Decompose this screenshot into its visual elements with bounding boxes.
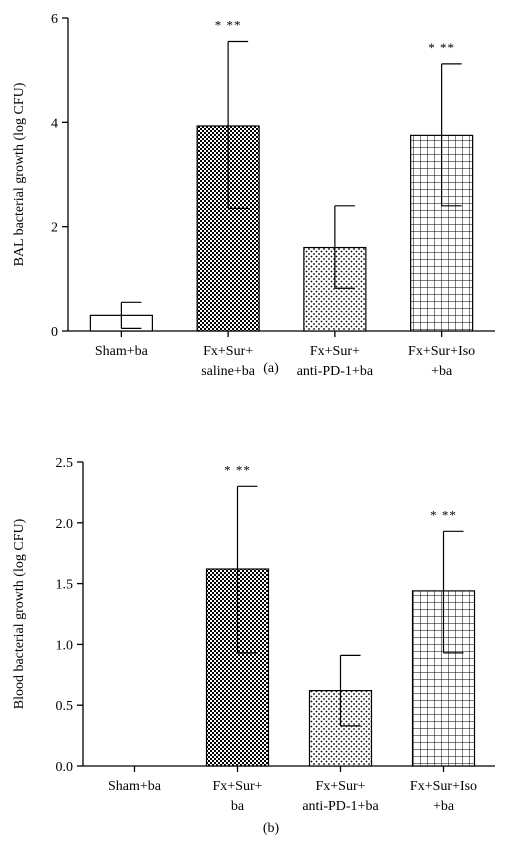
y-tick-label: 6 [51,12,58,27]
x-tick-label: Fx+Sur+Iso [410,779,477,794]
y-tick-label: 4 [51,116,58,131]
x-tick-label: Fx+Sur+ [212,779,262,794]
x-tick-label: Sham+ba [108,779,162,794]
x-tick-label: +ba [433,799,455,814]
y-tick-label: 2.5 [56,456,74,471]
significance-label: * ** [215,17,242,32]
y-tick-label: 0.0 [56,760,74,775]
x-tick-label: +ba [431,364,453,379]
significance-label: * ** [428,40,455,55]
y-tick-label: 1.0 [56,638,74,653]
y-tick-label: 2.0 [56,517,74,532]
y-tick-label: 2 [51,221,58,236]
x-tick-label: Fx+Sur+ [203,344,253,359]
chart-panel-a: 0 2 4 6 BAL bacterial growth (log CFU) Sham+b… [12,12,495,379]
y-tick-label: 0.5 [56,699,74,714]
x-tick-label: Fx+Sur+ [315,779,365,794]
panel-caption: (b) [263,821,280,836]
y-axis-label: Blood bacterial growth (log CFU) [12,518,27,709]
x-tick-label: anti-PD-1+ba [297,364,374,379]
panel-caption: (a) [263,361,279,376]
x-tick-label: Fx+Sur+Iso [408,344,475,359]
x-tick-label: Fx+Sur+ [310,344,360,359]
significance-label: * ** [224,462,251,477]
x-tick-label: Sham+ba [95,344,149,359]
significance-label: * ** [430,507,457,522]
chart-panel-b: 0.0 0.5 1.0 1.5 2.0 2.5 Blood bacterial growth… [12,456,495,836]
y-tick-label: 0 [51,325,58,340]
x-tick-label: anti-PD-1+ba [302,799,379,814]
x-tick-label: ba [231,799,245,814]
x-tick-label: saline+ba [201,364,256,379]
y-tick-label: 1.5 [56,578,74,593]
y-axis-label: BAL bacterial growth (log CFU) [12,82,27,266]
